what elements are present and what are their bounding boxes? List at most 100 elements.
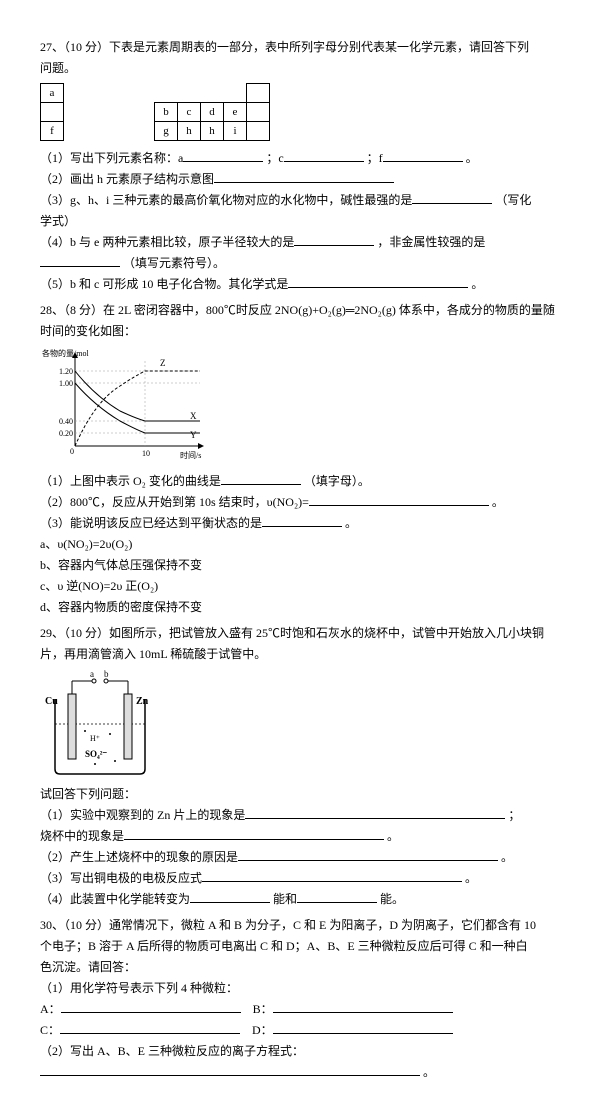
blank[interactable] bbox=[40, 1063, 420, 1076]
q27-part5: （5）b 和 c 可形成 10 电子化合物。其化学式是 。 bbox=[40, 275, 555, 293]
blank[interactable] bbox=[40, 254, 120, 267]
cell-svg: a b Cu Zn H⁺ SO₄²⁻ bbox=[40, 669, 160, 779]
periodic-table-fragment: a b c d e f g h h i bbox=[40, 83, 555, 141]
q29-header: 29、（10 分）如图所示，把试管放入盛有 25℃时饱和石灰水的烧杯中，试管中开… bbox=[40, 624, 555, 642]
label-a: A： bbox=[40, 1002, 61, 1016]
q27-p1-mid2: ；f bbox=[367, 151, 383, 165]
blank[interactable] bbox=[124, 827, 384, 840]
q28-header: 28、（8 分）在 2L 密闭容器中，800℃时反应 2NO(g)+O₂(g)═… bbox=[40, 301, 555, 319]
q29-p5-end: 能。 bbox=[380, 892, 404, 906]
pt-cell-right-top bbox=[247, 84, 270, 103]
q27-p4: （4）b 与 e 两种元素相比较，原子半径较大的是 bbox=[40, 235, 294, 249]
q27-part4: （4）b 与 e 两种元素相比较，原子半径较大的是 ，非金属性较强的是 bbox=[40, 233, 555, 251]
blank[interactable] bbox=[288, 275, 468, 288]
wire-a-label: a bbox=[90, 669, 94, 679]
blank[interactable] bbox=[221, 472, 301, 485]
blank[interactable] bbox=[294, 233, 374, 246]
label-x: X bbox=[190, 411, 197, 421]
electrode-cu-label: Cu bbox=[45, 696, 58, 707]
blank[interactable] bbox=[273, 1000, 453, 1013]
q27-p1-text: （1）写出下列元素名称：a bbox=[40, 151, 183, 165]
q27-p3-tail: （写化 bbox=[495, 193, 531, 207]
pt-cell-h: h bbox=[178, 122, 201, 141]
q27-part3: （3）g、h、i 三种元素的最高价氧化物对应的水化物中，碱性最强的是 （写化 bbox=[40, 191, 555, 209]
chart-ylabel: 各物的量/mol bbox=[42, 348, 89, 358]
blank[interactable] bbox=[202, 869, 462, 882]
q29-p5-mid: 能和 bbox=[273, 892, 297, 906]
blank[interactable] bbox=[183, 149, 263, 162]
q27-p5-end: 。 bbox=[471, 277, 483, 291]
q30-header: 30、（10 分）通常情况下，微粒 A 和 B 为分子，C 和 E 为阳离子，D… bbox=[40, 916, 555, 934]
ytick-1: 0.20 bbox=[59, 429, 73, 438]
blank[interactable] bbox=[190, 890, 270, 903]
q27-part1: （1）写出下列元素名称：a ；c ；f 。 bbox=[40, 149, 555, 167]
q27-part4b: （填写元素符号）。 bbox=[40, 254, 555, 272]
pt-cell-a: a bbox=[41, 84, 64, 103]
galvanic-cell-diagram: a b Cu Zn H⁺ SO₄²⁻ bbox=[40, 669, 160, 779]
q28-part1: （1）上图中表示 O₂ 变化的曲线是 （填字母）。 bbox=[40, 472, 555, 490]
q27-part3-line2: 学式） bbox=[40, 212, 555, 230]
q27-part2: （2）画出 h 元素原子结构示意图 bbox=[40, 170, 555, 188]
q29-p5: （4）此装置中化学能转变为 bbox=[40, 892, 190, 906]
blank[interactable] bbox=[238, 848, 498, 861]
label-b: B： bbox=[253, 1002, 273, 1016]
blank[interactable] bbox=[61, 1000, 241, 1013]
blank[interactable] bbox=[262, 514, 342, 527]
label-d: D： bbox=[252, 1023, 273, 1037]
q29-part3: （2）产生上述烧杯中的现象的原因是 。 bbox=[40, 848, 555, 866]
wire-b-label: b bbox=[104, 669, 109, 679]
q29-part5: （4）此装置中化学能转变为 能和 能。 bbox=[40, 890, 555, 908]
pt-cell-i: i bbox=[224, 122, 247, 141]
label-c: C： bbox=[40, 1023, 60, 1037]
q28-opt-a: a、υ(NO₂)=2υ(O₂) bbox=[40, 535, 555, 553]
pt-cell-f: f bbox=[41, 122, 64, 141]
q29-part1: （1）实验中观察到的 Zn 片上的现象是 ； bbox=[40, 806, 555, 824]
q28-p1-end: （填字母）。 bbox=[304, 474, 370, 488]
q30-line2: 个电子；B 溶于 A 后所得的物质可电离出 C 和 D；A、B、E 三种微粒反应… bbox=[40, 937, 555, 955]
q30-labels-cd: C： D： bbox=[40, 1021, 555, 1039]
q30-end: 。 bbox=[423, 1065, 435, 1079]
blank[interactable] bbox=[297, 890, 377, 903]
q28-p1: （1）上图中表示 O₂ 变化的曲线是 bbox=[40, 474, 221, 488]
q28-opt-d: d、容器内物质的密度保持不变 bbox=[40, 598, 555, 616]
q30-part2: （2）写出 A、B、E 三种微粒反应的离子方程式： bbox=[40, 1042, 555, 1060]
ytick-2: 0.40 bbox=[59, 417, 73, 426]
curve-y bbox=[75, 383, 200, 433]
q29-p2-end: 。 bbox=[387, 829, 399, 843]
blank[interactable] bbox=[284, 149, 364, 162]
q29-p2: 烧杯中的现象是 bbox=[40, 829, 124, 843]
ion-h: H⁺ bbox=[90, 734, 100, 743]
q28-p2: （2）800℃，反应从开始到第 10s 结束时，υ(NO₂)= bbox=[40, 495, 309, 509]
blank[interactable] bbox=[309, 493, 489, 506]
q29-p1-end: ； bbox=[508, 808, 520, 822]
pt-cell-e: e bbox=[224, 103, 247, 122]
q28-opt-c: c、υ 逆(NO)=2υ 正(O₂) bbox=[40, 577, 555, 595]
blank[interactable] bbox=[273, 1021, 453, 1034]
pt-cell-c: c bbox=[178, 103, 201, 122]
blank[interactable] bbox=[383, 149, 463, 162]
chart-xlabel: 时间/s bbox=[180, 450, 201, 460]
electrode-zn-label: Zn bbox=[136, 696, 149, 707]
q29-p3: （2）产生上述烧杯中的现象的原因是 bbox=[40, 850, 238, 864]
q29-p3-end: 。 bbox=[501, 850, 513, 864]
blank[interactable] bbox=[214, 170, 394, 183]
q27-p1-end: 。 bbox=[466, 151, 478, 165]
q27-p1-mid: ；c bbox=[266, 151, 283, 165]
label-y: Y bbox=[190, 430, 197, 440]
pt-cell-d: d bbox=[201, 103, 224, 122]
q27-p3: （3）g、h、i 三种元素的最高价氧化物对应的水化物中，碱性最强的是 bbox=[40, 193, 412, 207]
blank[interactable] bbox=[245, 806, 505, 819]
q27-p4-end: （填写元素符号）。 bbox=[123, 256, 225, 270]
svg-text:0: 0 bbox=[70, 447, 74, 456]
blank[interactable] bbox=[412, 191, 492, 204]
q30-labels-ab: A： B： bbox=[40, 1000, 555, 1018]
pt-cell-g: g bbox=[155, 122, 178, 141]
q28-part2: （2）800℃，反应从开始到第 10s 结束时，υ(NO₂)= 。 bbox=[40, 493, 555, 511]
q28-opt-b: b、容器内气体总压强保持不变 bbox=[40, 556, 555, 574]
q27-p5: （5）b 和 c 可形成 10 电子化合物。其化学式是 bbox=[40, 277, 288, 291]
blank[interactable] bbox=[60, 1021, 240, 1034]
q29-p1: （1）实验中观察到的 Zn 片上的现象是 bbox=[40, 808, 245, 822]
q30-eq-blank: 。 bbox=[40, 1063, 555, 1081]
q28-header-2: 时间的变化如图： bbox=[40, 322, 555, 340]
q28-p3-end: 。 bbox=[345, 516, 357, 530]
